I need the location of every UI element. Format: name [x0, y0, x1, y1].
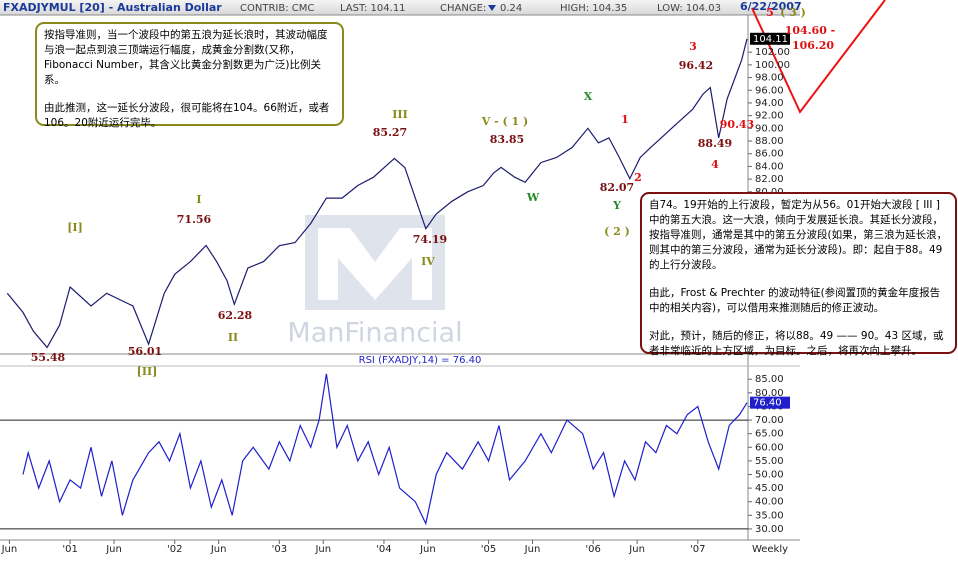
high: HIGH: 104.35 — [560, 3, 627, 14]
last-value-box — [750, 396, 790, 409]
last-value-label: 104.11 — [753, 34, 788, 45]
wave-label: 56.01 — [128, 345, 162, 358]
x-tick-label: Jun — [314, 544, 331, 555]
x-tick-label: '07 — [690, 544, 705, 555]
y-tick-label: 55.00 — [755, 456, 784, 467]
wave-label: 5 — [766, 6, 774, 19]
y-tick-label: 92.00 — [755, 111, 784, 122]
symbol: FXADJYMUL [20] - Australian Dollar — [3, 1, 222, 14]
y-tick-label: 70.00 — [755, 415, 784, 426]
wave-label: 85.27 — [373, 126, 407, 139]
contrib: CONTRIB: CMC — [240, 3, 314, 14]
x-tick-label: Jun — [1, 544, 18, 555]
y-tick-label: 30.00 — [755, 524, 784, 535]
y-tick-label: 80.00 — [755, 388, 784, 399]
watermark: ManFinancial — [287, 318, 462, 349]
wave-label: V - ( 1 ) — [481, 115, 528, 128]
wave-label: 96.42 — [679, 59, 713, 72]
last-value-label: 76.40 — [753, 398, 782, 409]
wave-label: [II] — [137, 365, 158, 378]
watermark-logo — [318, 228, 432, 300]
y-tick-label: 98.00 — [755, 73, 784, 84]
y-tick-label: 82.00 — [755, 174, 784, 185]
panel-title: RSI (FXADJY,14) = 76.40 — [359, 355, 482, 366]
y-tick-label: 96.00 — [755, 85, 784, 96]
x-tick-label: Jun — [210, 544, 227, 555]
wave-label: 88.49 — [698, 137, 732, 150]
wave-label: W — [526, 191, 540, 204]
wave-label: 3 — [689, 40, 697, 53]
y-tick-label: 35.00 — [755, 510, 784, 521]
x-tick-label: Jun — [105, 544, 122, 555]
y-tick-label: 102.00 — [755, 47, 790, 58]
wave-label: 82.07 — [600, 181, 634, 194]
wave-label: 1 — [621, 113, 629, 126]
note-paragraph: 按指导准则，当一个波段中的第五浪为延长浪时，其波动幅度与浪一起点到浪三顶端运行幅… — [44, 29, 328, 86]
y-tick-label: 85.00 — [755, 374, 784, 385]
wave-label: II — [228, 331, 238, 344]
wave-label: ( 3 ) — [780, 6, 806, 19]
wave-label: [I] — [67, 221, 83, 234]
x-tick-label: '01 — [62, 544, 77, 555]
y-tick-label: 100.00 — [755, 60, 790, 71]
wave-label: X — [584, 90, 593, 103]
x-tick-label: Jun — [628, 544, 645, 555]
wave-label: 90.43 — [720, 118, 754, 131]
wave-label: 106.20 — [792, 39, 834, 52]
note-paragraph: 对此，预计，随后的修正，将以88。49 —— 90。43 区域，或者非常临近的上… — [649, 330, 944, 357]
x-tick-label: '04 — [376, 544, 391, 555]
y-tick-label: 50.00 — [755, 470, 784, 481]
down-arrow — [488, 5, 496, 11]
wave-label: 71.56 — [177, 213, 212, 226]
header-bar — [0, 0, 800, 15]
wave-label: 74.19 — [413, 233, 447, 246]
y-tick-label: 60.00 — [755, 442, 784, 453]
note-paragraph: 自74。19开始的上行波段，暂定为从56。01开始大波段 [ III ]中的第五… — [649, 199, 948, 271]
x-tick-label: '03 — [272, 544, 287, 555]
wave-label: 83.85 — [490, 133, 524, 146]
y-tick-label: 40.00 — [755, 497, 784, 508]
x-tick-label: '06 — [585, 544, 600, 555]
last: LAST: 104.11 — [340, 3, 406, 14]
wave-label: 4 — [711, 158, 719, 171]
x-tick-label: Jun — [419, 544, 436, 555]
x-tick-label: '02 — [167, 544, 182, 555]
wave-label: ( 2 ) — [604, 225, 630, 238]
wave-label: III — [392, 108, 407, 121]
low: LOW: 104.03 — [657, 3, 721, 14]
wave-label: IV — [421, 255, 435, 268]
note-paragraph: 由此，Frost & Prechter 的波动特征(参阅置顶的黄金年度报告中的相… — [649, 287, 941, 314]
wave-label: I — [196, 193, 201, 206]
series-line — [22, 373, 748, 526]
y-tick-label: 94.00 — [755, 98, 784, 109]
last-value-box — [750, 32, 790, 45]
note-paragraph: 由此推测，这一延长分波段，很可能将在104。66附近，或者106。20附近运行完… — [44, 102, 330, 129]
y-tick-label: 84.00 — [755, 161, 784, 172]
x-tick-label: Jun — [524, 544, 541, 555]
wave-label: 55.48 — [31, 351, 66, 364]
wave-label: 2 — [634, 171, 642, 184]
wave-label: 62.28 — [218, 309, 253, 322]
y-tick-label: 86.00 — [755, 149, 784, 160]
note-box: 自74。19开始的上行波段，暂定为从56。01开始大波段 [ III ]中的第五… — [640, 192, 957, 357]
wave-label: 104.60 - — [785, 24, 836, 37]
change: 0.24 — [500, 3, 522, 14]
change-label: CHANGE: — [440, 3, 486, 14]
series-line — [6, 38, 748, 349]
note-box: 按指导准则，当一个波段中的第五浪为延长浪时，其波动幅度与浪一起点到浪三顶端运行幅… — [35, 22, 344, 129]
date: 6/22/2007 — [740, 0, 802, 13]
period-label: Weekly — [752, 544, 788, 555]
y-tick-label: 88.00 — [755, 136, 784, 147]
wave-label: Y — [612, 199, 621, 212]
y-tick-label: 45.00 — [755, 483, 784, 494]
y-tick-label: 65.00 — [755, 429, 784, 440]
y-tick-label: 90.00 — [755, 123, 784, 134]
x-tick-label: '05 — [481, 544, 496, 555]
